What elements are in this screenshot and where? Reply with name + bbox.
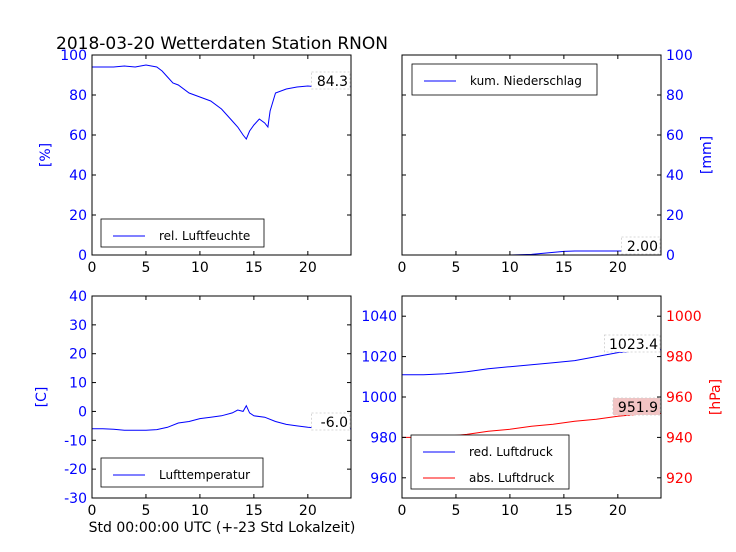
y-tick-label: 40 bbox=[69, 168, 87, 184]
legend-label: Lufttemperatur bbox=[159, 468, 250, 482]
value-annotation-box bbox=[311, 71, 351, 90]
figure-title: 2018-03-20 Wetterdaten Station RNON bbox=[56, 34, 388, 54]
legend-label: kum. Niederschlag bbox=[470, 74, 582, 88]
x-tick-label: 10 bbox=[501, 260, 519, 276]
x-tick-label: 0 bbox=[88, 260, 97, 276]
legend-label: abs. Luftdruck bbox=[469, 471, 554, 485]
y-tick-label: -30 bbox=[64, 491, 87, 507]
legend-box bbox=[100, 457, 264, 488]
x-tick-label: 0 bbox=[88, 503, 97, 519]
chart-precipitation: 0 5 10 15 20 0 20 40 60 80 100 [mm] kum. Niederschla… bbox=[398, 48, 715, 276]
value-annotation-box bbox=[612, 397, 661, 416]
x-tick-label: 20 bbox=[299, 260, 317, 276]
y-tick-label: 980 bbox=[370, 430, 397, 446]
value-annotation: 1023.4 bbox=[609, 337, 658, 353]
y-axis-label: [mm] bbox=[699, 136, 715, 174]
y-tick-label-right: 940 bbox=[666, 430, 693, 446]
y-tick-label: 100 bbox=[60, 48, 87, 64]
y-tick-label: 100 bbox=[666, 48, 693, 64]
y-tick-label: 20 bbox=[69, 208, 87, 224]
y-tick-label-right: 960 bbox=[666, 390, 693, 406]
y-tick-label: 40 bbox=[666, 168, 684, 184]
series-line bbox=[92, 64, 352, 140]
x-tick-label: 10 bbox=[191, 260, 209, 276]
x-tick-label: 15 bbox=[245, 260, 263, 276]
y-tick-label: 60 bbox=[666, 128, 684, 144]
series-line bbox=[92, 404, 351, 431]
x-tick-label: 15 bbox=[555, 503, 573, 519]
y-tick-label: 10 bbox=[69, 376, 87, 392]
y-tick-label: 60 bbox=[69, 128, 87, 144]
x-tick-label: 15 bbox=[555, 260, 573, 276]
x-tick-label: 20 bbox=[609, 260, 627, 276]
legend-label: red. Luftdruck bbox=[469, 445, 553, 459]
legend-box bbox=[411, 63, 598, 96]
y-tick-label: 40 bbox=[69, 289, 87, 305]
y-tick-label: 0 bbox=[78, 248, 87, 264]
x-tick-label: 0 bbox=[398, 260, 407, 276]
y-tick-label: -20 bbox=[64, 462, 87, 478]
y-tick-label: 80 bbox=[69, 88, 87, 104]
value-annotation: -6.0 bbox=[321, 415, 348, 431]
y-tick-label: 1040 bbox=[361, 309, 397, 325]
series-line bbox=[402, 412, 662, 438]
legend-box bbox=[100, 218, 265, 248]
x-tick-label: 20 bbox=[609, 503, 627, 519]
x-tick-label: 10 bbox=[501, 503, 519, 519]
x-tick-label: 15 bbox=[245, 503, 263, 519]
x-tick-label: 5 bbox=[141, 260, 150, 276]
y-tick-label: 20 bbox=[666, 208, 684, 224]
x-tick-label: 20 bbox=[299, 503, 317, 519]
value-annotation: 951.9 bbox=[618, 400, 658, 416]
chart-pressure: 0 5 10 15 20 960 980 1000 1020 1040 920 940 960 980 10… bbox=[361, 295, 724, 519]
value-annotation: 2.00 bbox=[627, 239, 658, 255]
value-annotation-box bbox=[621, 236, 661, 255]
x-tick-label: 5 bbox=[141, 503, 150, 519]
plot-frame bbox=[91, 295, 352, 499]
legend-label: rel. Luftfeuchte bbox=[159, 229, 250, 243]
y-tick-label: 0 bbox=[666, 248, 675, 264]
y-tick-label: 80 bbox=[666, 88, 684, 104]
legend-box bbox=[410, 434, 570, 490]
x-tick-label: 0 bbox=[398, 503, 407, 519]
y-tick-label-right: 1000 bbox=[666, 309, 702, 325]
y-tick-label: -10 bbox=[64, 433, 87, 449]
x-tick-label: 5 bbox=[451, 503, 460, 519]
y-tick-label: 0 bbox=[78, 404, 87, 420]
plot-frame bbox=[91, 54, 352, 256]
y-tick-label: 30 bbox=[69, 318, 87, 334]
plot-frame bbox=[401, 54, 662, 256]
y-axis-label-right: [hPa] bbox=[708, 379, 724, 415]
value-annotation-box bbox=[311, 412, 351, 431]
y-tick-label-right: 980 bbox=[666, 350, 693, 366]
y-axis-label: [C] bbox=[34, 387, 50, 408]
figure-footer: Std 00:00:00 UTC (+-23 Std Lokalzeit) bbox=[89, 520, 356, 536]
y-tick-label: 20 bbox=[69, 347, 87, 363]
y-tick-label-right: 920 bbox=[666, 471, 693, 487]
x-tick-label: 10 bbox=[191, 503, 209, 519]
x-tick-label: 5 bbox=[451, 260, 460, 276]
y-axis-label: [%] bbox=[38, 143, 54, 167]
series-line bbox=[402, 349, 662, 376]
value-annotation-box bbox=[604, 334, 661, 353]
y-tick-label: 1020 bbox=[361, 350, 397, 366]
y-tick-label: 960 bbox=[370, 471, 397, 487]
chart-temperature: 0 5 10 15 20 -30 -20 -10 0 10 20 30 40 [C] Lufttempera… bbox=[34, 289, 352, 519]
value-annotation: 84.3 bbox=[317, 74, 348, 90]
chart-humidity: 0 5 10 15 20 0 20 40 60 80 100 [%] rel. Luftfeuchte 8… bbox=[38, 48, 352, 276]
y-tick-label: 1000 bbox=[361, 390, 397, 406]
